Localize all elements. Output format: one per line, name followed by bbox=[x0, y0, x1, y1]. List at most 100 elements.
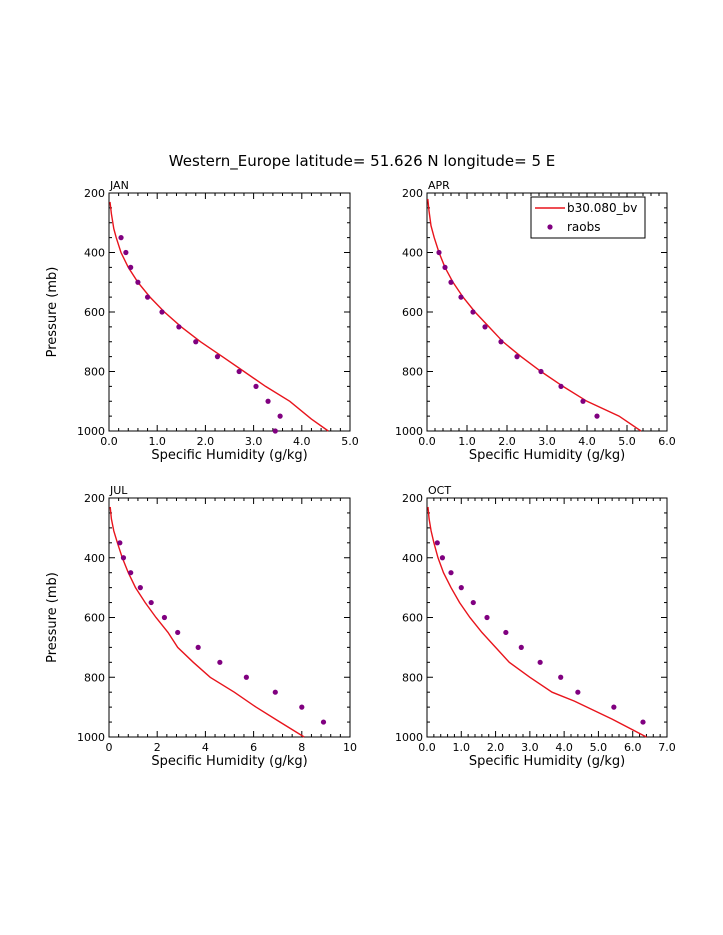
raobs-point bbox=[159, 309, 165, 315]
plot-frame bbox=[108, 497, 351, 738]
y-tick-label: 200 bbox=[84, 187, 105, 200]
raobs-point bbox=[503, 629, 509, 636]
x-tick-label: 10 bbox=[343, 741, 357, 754]
raobs-point bbox=[161, 614, 168, 621]
raobs-point bbox=[236, 368, 242, 375]
raobs-point bbox=[470, 599, 476, 606]
x-tick-label: 3.0 bbox=[521, 741, 539, 754]
raobs-point bbox=[558, 383, 564, 389]
panel-label: JAN bbox=[109, 179, 129, 192]
raobs-point bbox=[611, 704, 617, 710]
x-axis-label: Specific Humidity (g/kg) bbox=[469, 754, 625, 769]
y-tick-label: 600 bbox=[84, 306, 105, 319]
y-tick-label: 800 bbox=[402, 671, 423, 684]
x-tick-label: 3.0 bbox=[538, 435, 556, 448]
legend-model-label: b30.080_bv bbox=[567, 201, 637, 215]
x-tick-label: 4.0 bbox=[293, 435, 311, 448]
raobs-point bbox=[118, 235, 124, 241]
x-axis-label: Specific Humidity (g/kg) bbox=[469, 448, 625, 463]
raobs-point bbox=[214, 354, 221, 360]
raobs-point bbox=[558, 674, 564, 680]
raobs-point bbox=[448, 570, 454, 576]
model-profile-line bbox=[109, 201, 329, 432]
y-tick-label: 600 bbox=[84, 612, 105, 625]
raobs-point bbox=[176, 324, 182, 330]
raobs-point bbox=[498, 339, 504, 345]
x-tick-label: 6.0 bbox=[624, 741, 642, 754]
x-tick-label: 5.0 bbox=[341, 435, 359, 448]
y-tick-label: 600 bbox=[402, 612, 423, 625]
model-profile-line bbox=[427, 506, 647, 738]
x-tick-label: 2.0 bbox=[197, 435, 215, 448]
x-tick-label: 1.0 bbox=[453, 741, 471, 754]
y-tick-label: 600 bbox=[402, 306, 423, 319]
x-tick-label: 6 bbox=[250, 741, 257, 754]
raobs-point bbox=[277, 413, 283, 419]
model-profile-line bbox=[109, 506, 305, 738]
x-tick-label: 7.0 bbox=[658, 741, 676, 754]
raobs-point bbox=[128, 264, 134, 270]
y-tick-label: 800 bbox=[84, 366, 105, 379]
panel-label: APR bbox=[428, 179, 450, 192]
raobs-point bbox=[299, 704, 305, 710]
y-tick-label: 200 bbox=[84, 492, 105, 505]
raobs-point bbox=[144, 294, 151, 300]
legend-obs-label: raobs bbox=[567, 220, 601, 234]
figure-title: Western_Europe latitude= 51.626 N longit… bbox=[169, 152, 555, 171]
x-tick-label: 5.0 bbox=[590, 741, 608, 754]
y-axis-label: Pressure (mb) bbox=[45, 572, 60, 663]
x-tick-label: 0.0 bbox=[418, 741, 436, 754]
panel-label: OCT bbox=[428, 484, 451, 497]
raobs-point bbox=[128, 570, 134, 576]
raobs-point bbox=[272, 428, 278, 434]
x-tick-label: 3.0 bbox=[245, 435, 263, 448]
legend-box bbox=[530, 196, 646, 239]
x-tick-label: 4 bbox=[202, 741, 209, 754]
raobs-point bbox=[135, 279, 141, 285]
raobs-point bbox=[448, 279, 454, 285]
raobs-point bbox=[538, 368, 544, 375]
raobs-point bbox=[514, 354, 520, 360]
raobs-point bbox=[253, 383, 259, 389]
x-tick-label: 2.0 bbox=[498, 435, 516, 448]
raobs-point bbox=[458, 585, 464, 591]
x-tick-label: 6.0 bbox=[658, 435, 676, 448]
raobs-point bbox=[272, 689, 278, 695]
y-tick-label: 400 bbox=[402, 247, 423, 260]
x-axis-label: Specific Humidity (g/kg) bbox=[151, 448, 307, 463]
y-tick-label: 800 bbox=[84, 671, 105, 684]
raobs-point bbox=[123, 249, 129, 256]
raobs-point bbox=[439, 555, 446, 561]
raobs-point bbox=[442, 264, 448, 270]
panel-jan: JAN 0.0 1.0 2.0 3.0 4.0 5.0 200 400 600 800 1000 Spe… bbox=[45, 179, 359, 463]
raobs-point bbox=[148, 599, 154, 606]
raobs-point bbox=[137, 585, 143, 591]
y-tick-label: 400 bbox=[402, 552, 423, 565]
raobs-point bbox=[458, 294, 464, 300]
raobs-point bbox=[436, 249, 442, 256]
raobs-point bbox=[575, 689, 581, 695]
y-tick-label: 800 bbox=[402, 366, 423, 379]
x-tick-label: 0.0 bbox=[100, 435, 118, 448]
raobs-point bbox=[640, 719, 646, 725]
raobs-point bbox=[580, 398, 586, 404]
raobs-point bbox=[243, 674, 249, 680]
y-tick-label: 400 bbox=[84, 552, 105, 565]
y-tick-label: 1000 bbox=[395, 425, 423, 438]
x-tick-label: 4.0 bbox=[555, 741, 573, 754]
x-tick-label: 8 bbox=[298, 741, 305, 754]
raobs-point bbox=[320, 719, 327, 725]
y-tick-label: 1000 bbox=[77, 731, 105, 744]
raobs-point bbox=[482, 324, 488, 330]
x-axis-label: Specific Humidity (g/kg) bbox=[151, 754, 307, 769]
x-tick-label: 5.0 bbox=[618, 435, 636, 448]
x-tick-label: 1.0 bbox=[458, 435, 476, 448]
raobs-point bbox=[195, 644, 201, 650]
raobs-point bbox=[117, 540, 123, 546]
y-axis-label: Pressure (mb) bbox=[45, 267, 60, 358]
raobs-point bbox=[120, 555, 127, 561]
plot-frame bbox=[108, 192, 351, 432]
raobs-point bbox=[594, 413, 600, 419]
